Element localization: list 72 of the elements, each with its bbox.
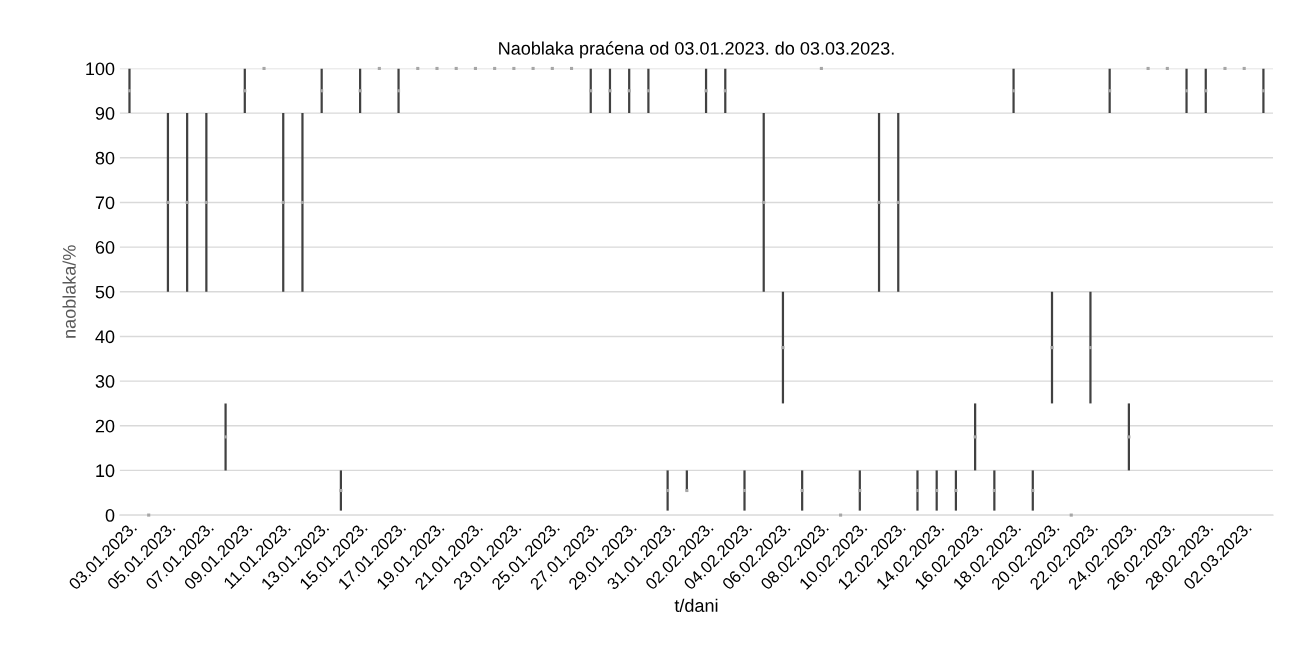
y-tick-label: 90 [95,107,115,120]
point [992,488,996,493]
y-tick-label: 20 [95,419,115,433]
point [1223,66,1227,71]
point [416,66,420,71]
point [685,488,689,493]
point [877,200,881,204]
point [531,66,535,71]
point [1108,89,1112,93]
point [589,89,593,93]
point [935,488,939,493]
y-tick-label: 0 [105,509,115,522]
point [166,200,170,204]
point [377,66,381,71]
point [1012,89,1016,93]
point [569,66,574,71]
point [1031,488,1035,493]
point [262,66,266,71]
point [666,488,670,493]
point [954,488,958,493]
point [493,66,497,71]
point [896,200,900,204]
y-tick-label: 30 [95,375,115,388]
point [1242,66,1246,71]
point [781,346,785,350]
point [435,66,439,71]
point [800,488,804,493]
y-tick-label: 70 [95,196,115,210]
point [339,488,343,493]
point [1146,66,1150,71]
y-tick-label: 80 [95,151,115,165]
point [608,89,612,93]
point [358,89,362,93]
point [627,89,631,93]
point [224,435,228,439]
point [819,66,823,71]
point [1127,435,1131,439]
point [858,488,862,493]
point [1165,66,1169,71]
point [1204,89,1208,93]
point [762,200,766,204]
y-tick-label: 100 [86,62,115,76]
y-tick-label: 10 [96,464,115,478]
point [204,200,208,204]
point [704,89,708,93]
y-tick-label: 40 [95,330,115,344]
y-tick-label: 60 [95,241,115,254]
point [646,89,650,93]
y-tick-label: 50 [95,285,115,299]
point [550,66,554,71]
point [973,435,977,439]
y-axis-title: naoblaka/% [62,245,76,338]
point [839,513,843,517]
point [915,488,920,493]
point [185,200,189,204]
point [742,488,747,493]
x-axis-title: t/dani [674,598,718,612]
chart-title: Naoblaka praćena od 03.01.2023. do 03.03.2023. [499,41,894,59]
point [243,89,247,93]
point [300,200,305,204]
point [454,66,458,71]
point [320,89,324,93]
point [147,513,151,517]
point [397,89,401,93]
point [1261,89,1265,93]
point [723,89,727,93]
point [1088,346,1092,350]
point [473,66,477,71]
point [1069,513,1073,517]
point [512,66,516,71]
point [1050,346,1054,350]
point [281,200,285,204]
